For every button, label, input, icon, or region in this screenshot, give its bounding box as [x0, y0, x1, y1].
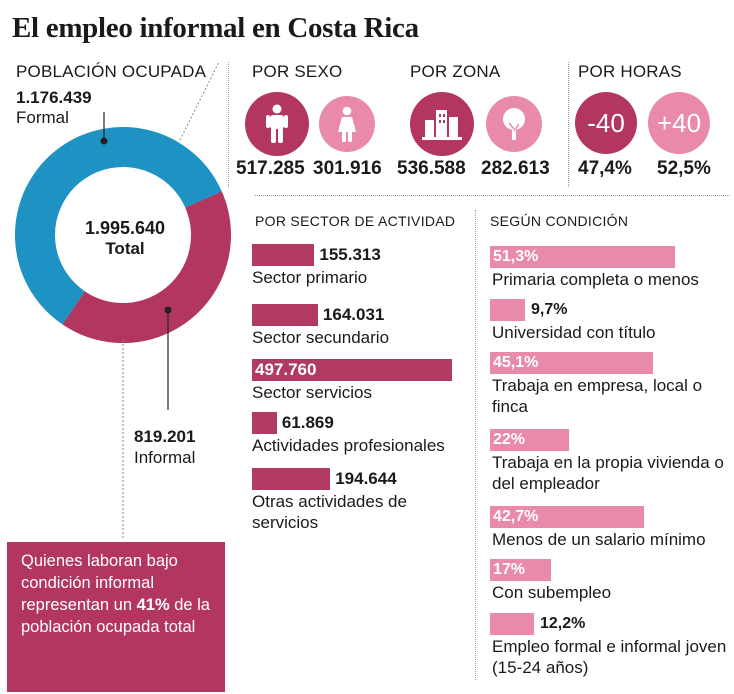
condicion-row: 45,1% Trabaja en empresa, local o finca	[490, 352, 730, 417]
condicion-value-label: 42,7%	[493, 508, 539, 525]
mas40-circle: +40	[648, 92, 710, 154]
condicion-row: 9,7% Universidad con título	[490, 299, 730, 343]
page-title: El empleo informal en Costa Rica	[12, 12, 419, 44]
sector-bar: 194.644	[252, 468, 397, 490]
sector-row: 155.313 Sector primario	[252, 244, 474, 288]
condicion-bar: 45,1%	[490, 352, 653, 374]
condicion-row: 17% Con subempleo	[490, 559, 730, 603]
menos40-label: -40	[587, 107, 625, 138]
hombres-value: 517.285	[236, 158, 305, 179]
condicion-value-label: 17%	[493, 561, 526, 578]
condicion-row: 22% Trabaja en la propia vivienda o del e…	[490, 429, 730, 494]
urbana-value: 536.588	[397, 158, 466, 179]
sector-bar: 155.313	[252, 244, 381, 266]
informal-label: Informal	[134, 448, 196, 467]
condicion-row: 12,2% Empleo formal e informal joven (15-…	[490, 613, 730, 678]
city-icon	[422, 110, 462, 140]
condicion-value-label: 51,3%	[493, 248, 539, 265]
tree-icon	[503, 108, 525, 140]
divider	[568, 62, 569, 187]
hombre-circle	[245, 92, 309, 156]
divider	[475, 210, 476, 680]
callout-highlight: 41%	[136, 596, 170, 614]
mas40-pct: 52,5%	[657, 158, 711, 179]
condicion-category-label: Primaria completa o menos	[492, 270, 699, 289]
sector-value-label: 497.760	[255, 360, 317, 379]
condicion-row: 42,7% Menos de un salario mínimo	[490, 506, 730, 550]
condicion-bar: 22%	[490, 429, 570, 451]
formal-label: Formal	[16, 108, 69, 127]
sector-heading: POR SECTOR DE ACTIVIDAD	[255, 213, 456, 229]
sector-row: 61.869 Actividades profesionales	[252, 412, 474, 456]
dotted-leader	[179, 61, 220, 141]
sector-bar: 497.760	[252, 359, 452, 381]
total-value: 1.995.640	[84, 218, 166, 238]
urbana-circle	[410, 92, 474, 156]
condicion-value-label: 12,2%	[539, 615, 586, 632]
divider	[228, 62, 229, 187]
man-icon	[266, 104, 288, 143]
total-block: 1.995.640 Total	[50, 218, 200, 259]
condicion-value-label: 22%	[493, 431, 526, 448]
sector-row: 164.031 Sector secundario	[252, 304, 474, 348]
sector-category-label: Actividades profesionales	[252, 436, 445, 455]
sector-category-label: Sector primario	[252, 268, 368, 287]
condicion-category-label: Empleo formal e informal joven (15-24 añ…	[492, 637, 727, 677]
condicion-value-label: 9,7%	[530, 301, 568, 318]
woman-icon	[338, 106, 356, 142]
callout-box: Quienes laboran bajo condición informal …	[7, 542, 225, 692]
condicion-bar-chart: 51,3% Primaria completa o menos 9,7% Univer…	[490, 246, 730, 686]
mas40-label: +40	[656, 107, 702, 138]
sector-bar: 61.869	[252, 412, 334, 434]
condicion-bar: 51,3%	[490, 246, 675, 268]
callout-text-end: de la población ocupada total	[21, 596, 210, 636]
sexo-heading: POR SEXO	[252, 62, 343, 81]
callout-text: Quienes laboran bajo condición informal …	[21, 552, 178, 614]
sector-category-label: Otras actividades de servicios	[252, 492, 407, 532]
rural-value: 282.613	[481, 158, 550, 179]
sector-row: 194.644 Otras actividades de servicios	[252, 468, 474, 533]
divider	[255, 195, 730, 196]
condicion-bar: 42,7%	[490, 506, 644, 528]
condicion-category-label: Trabaja en la propia vivienda o del empl…	[492, 453, 724, 493]
sector-value-label: 155.313	[319, 245, 381, 264]
rural-circle	[486, 96, 542, 152]
total-label: Total	[105, 239, 145, 258]
condicion-category-label: Menos de un salario mínimo	[492, 530, 706, 549]
sector-row: 497.760 Sector servicios	[252, 359, 474, 403]
condicion-bar: 9,7%	[490, 299, 567, 321]
horas-heading: POR HORAS	[578, 62, 682, 81]
condicion-category-label: Con subempleo	[492, 583, 612, 602]
sector-value-label: 61.869	[281, 413, 334, 432]
menos40-circle: -40	[575, 92, 637, 154]
sector-value-label: 194.644	[335, 469, 397, 488]
donut-slice-informal	[15, 127, 231, 343]
mujeres-value: 301.916	[313, 158, 382, 179]
zona-heading: POR ZONA	[410, 62, 501, 81]
formal-dot	[100, 137, 108, 145]
informal-dot	[164, 306, 172, 314]
mujer-circle	[319, 96, 375, 152]
condicion-category-label: Universidad con título	[492, 323, 656, 342]
formal-value: 1.176.439	[16, 88, 92, 107]
condicion-row: 51,3% Primaria completa o menos	[490, 246, 730, 290]
condicion-bar: 17%	[490, 559, 552, 581]
poblacion-heading: POBLACIÓN OCUPADA	[16, 62, 207, 81]
condicion-heading: SEGÚN CONDICIÓN	[490, 213, 629, 229]
menos40-pct: 47,4%	[578, 158, 632, 179]
condicion-bar: 12,2%	[490, 613, 585, 635]
sector-value-label: 164.031	[322, 305, 385, 324]
informal-value: 819.201	[134, 427, 196, 446]
sector-bar-chart: 155.313 Sector primario 164.031 Sector secu…	[252, 244, 474, 544]
condicion-value-label: 45,1%	[493, 354, 539, 371]
sector-category-label: Sector secundario	[252, 328, 390, 347]
sector-category-label: Sector servicios	[252, 383, 372, 402]
sector-bar: 164.031	[252, 304, 384, 326]
condicion-category-label: Trabaja en empresa, local o finca	[492, 376, 703, 416]
